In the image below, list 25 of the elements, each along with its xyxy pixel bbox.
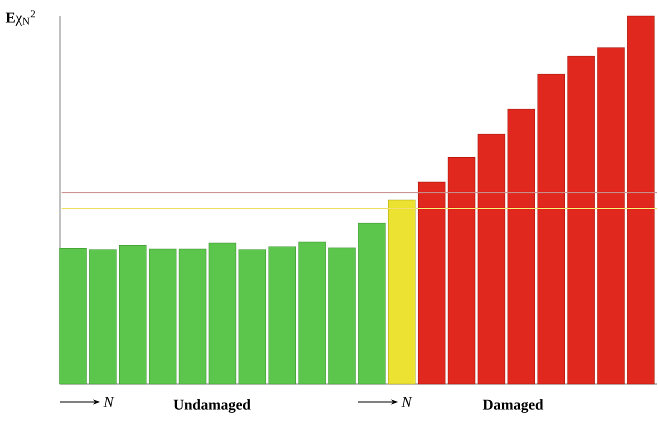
bar (89, 249, 117, 384)
bar (208, 242, 236, 384)
bar (597, 47, 625, 384)
bar (238, 249, 266, 384)
text: Damaged (482, 399, 544, 413)
bar (298, 242, 326, 384)
bar (388, 200, 416, 384)
text: N (103, 397, 114, 407)
bar (567, 56, 595, 384)
bar (178, 248, 206, 384)
bar (478, 134, 506, 384)
bar (119, 245, 147, 384)
bar (448, 157, 476, 384)
bar (328, 248, 356, 384)
text: Undamaged (174, 399, 251, 413)
bar (358, 222, 386, 384)
bar (508, 108, 536, 384)
bar (59, 248, 87, 384)
bar (268, 246, 296, 384)
text: N (401, 397, 412, 407)
bar (627, 16, 655, 384)
bar (537, 74, 565, 384)
bar (418, 182, 446, 384)
bar (148, 248, 176, 384)
y-axis-title: Eχ$_{N}$2 (6, 10, 35, 26)
